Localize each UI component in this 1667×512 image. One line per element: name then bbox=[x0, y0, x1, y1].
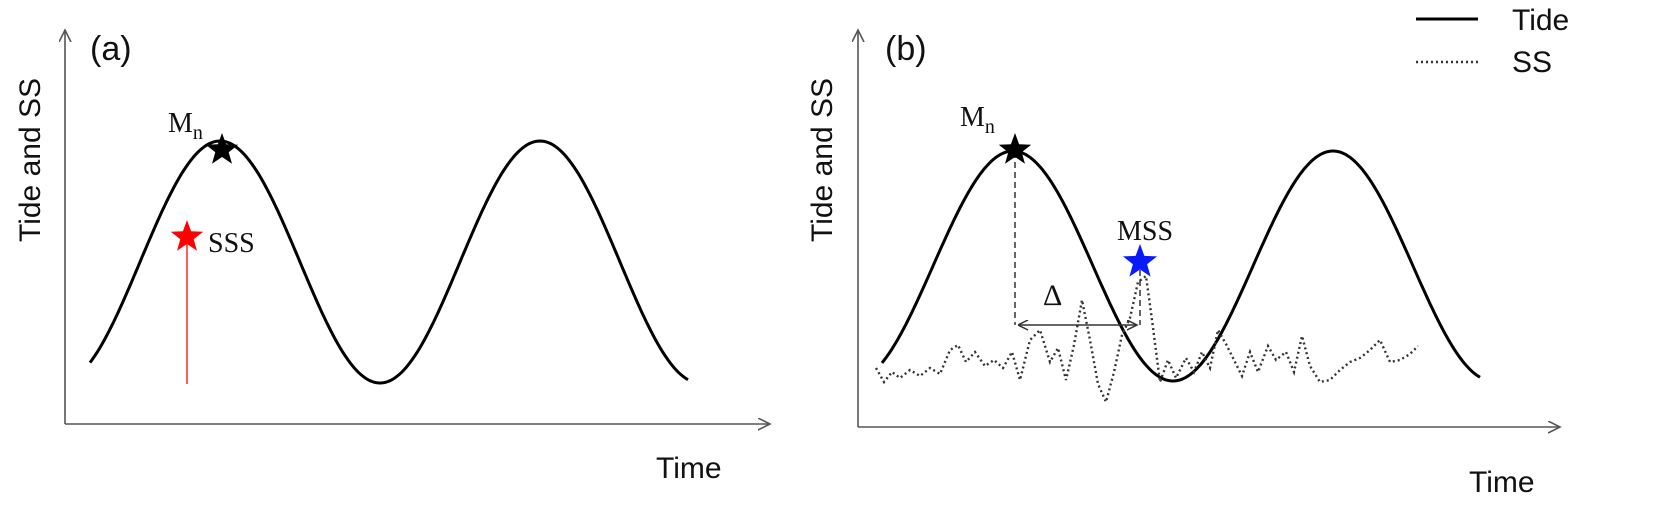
legend-ss-label: SS bbox=[1512, 46, 1552, 79]
panel-b-mss-star bbox=[1122, 244, 1158, 277]
panel-b-mss-label: MSS bbox=[1117, 216, 1173, 247]
panel-a-tide-curve bbox=[88, 139, 689, 385]
legend: Tide SS bbox=[1416, 4, 1569, 79]
panel-a-peak-sub: n bbox=[193, 122, 203, 144]
panel-a-sss-star bbox=[170, 220, 204, 251]
panel-b-peak-sub: n bbox=[985, 116, 995, 138]
panel-b-peak-label: Mn bbox=[960, 102, 995, 138]
panel-b-peak-star bbox=[998, 133, 1032, 164]
panel-b-label: (b) bbox=[885, 30, 927, 68]
panel-a-y-axis-label: Tide and SS bbox=[14, 78, 47, 242]
panel-a-sss-label: SSS bbox=[208, 228, 255, 259]
panel-b-delta-label: Δ bbox=[1043, 279, 1062, 312]
panel-b-tide-curve bbox=[880, 149, 1481, 383]
panel-a-label: (a) bbox=[90, 30, 132, 68]
panel-b-x-axis-label: Time bbox=[1469, 466, 1535, 499]
panel-b-ss-curve bbox=[874, 273, 1419, 406]
panel-b: (b) Tide and SS Time Mn MSS Δ bbox=[806, 30, 1560, 499]
panel-a-peak-star bbox=[205, 133, 239, 164]
panel-a-peak-label: Mn bbox=[168, 108, 203, 144]
panel-b-y-axis-label: Tide and SS bbox=[806, 78, 839, 242]
legend-tide-label: Tide bbox=[1512, 4, 1569, 37]
panel-a-x-axis-label: Time bbox=[656, 452, 722, 485]
panel-a: (a) Tide and SS Time Mn SSS bbox=[14, 30, 770, 485]
